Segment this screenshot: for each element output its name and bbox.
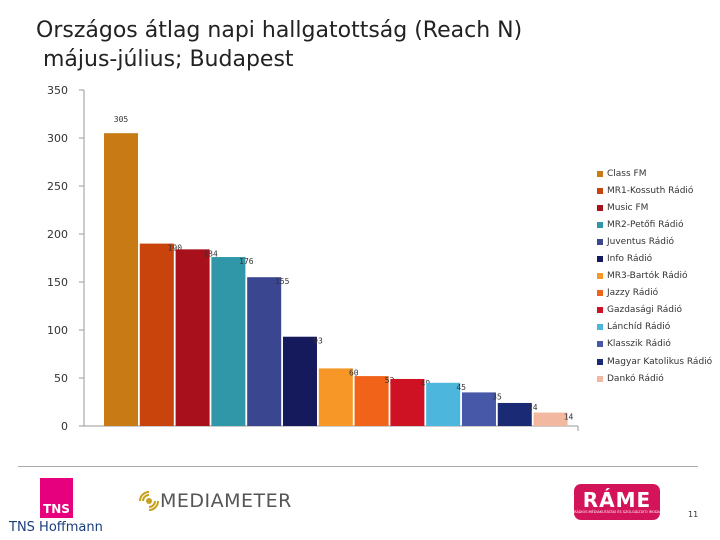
data-label: 45 — [456, 383, 466, 392]
bar-2 — [139, 243, 174, 426]
legend-item: Magyar Katolikus Rádió — [597, 353, 712, 370]
legend-label: Dankó Rádió — [607, 373, 664, 384]
legend-swatch — [597, 273, 603, 280]
chart-title: Országos átlag napi hallgatottság (Reach… — [36, 16, 522, 74]
y-tick-label: 150 — [47, 276, 68, 289]
legend-swatch — [597, 221, 603, 228]
bar-12 — [497, 402, 532, 426]
legend: Class FM MR1-Kossuth Rádió Music FM MR2-Pet… — [597, 165, 712, 387]
data-label: 176 — [239, 257, 254, 266]
bar-13 — [533, 412, 568, 426]
data-label: 14 — [564, 413, 574, 422]
bar-4 — [211, 257, 246, 426]
legend-item: Music FM — [597, 199, 712, 216]
legend-swatch — [597, 170, 603, 177]
legend-swatch — [597, 375, 603, 382]
bar-6 — [282, 336, 317, 426]
title-line-2: május-július; Budapest — [43, 47, 294, 72]
legend-item: Dankó Rádió — [597, 370, 712, 387]
data-label: 305 — [114, 115, 129, 124]
legend-label: Class FM — [607, 168, 647, 179]
legend-label: Juventus Rádió — [607, 236, 674, 247]
legend-swatch — [597, 341, 603, 348]
legend-swatch — [597, 256, 603, 263]
legend-label: Magyar Katolikus Rádió — [607, 356, 713, 367]
bar-11 — [461, 392, 496, 426]
legend-label: Info Rádió — [607, 254, 653, 265]
tns-company-name: TNS Hoffmann — [9, 520, 103, 535]
y-tick-label: 100 — [47, 324, 68, 337]
legend-label: Klasszik Rádió — [607, 339, 671, 350]
rame-logo: RÁME RÁDIÓS MÉDIAKUTATÁSI ÉS SZOLGÁLTATÓ… — [574, 484, 660, 520]
data-label: 155 — [275, 277, 290, 286]
legend-item: MR1-Kossuth Rádió — [597, 182, 712, 199]
legend-label: Music FM — [607, 202, 649, 213]
legend-swatch — [597, 324, 603, 331]
legend-swatch — [597, 204, 603, 211]
bar-7 — [318, 368, 353, 426]
legend-label: Jazzy Rádió — [607, 288, 659, 299]
bar-9 — [390, 378, 425, 426]
data-label: 24 — [528, 403, 538, 412]
y-tick-label: 250 — [47, 180, 68, 193]
rame-logo-text: RÁME — [582, 487, 652, 512]
mediameter-icon — [139, 491, 159, 511]
footer-divider — [18, 466, 698, 467]
legend-item: Gazdasági Rádió — [597, 302, 712, 319]
legend-item: MR2-Petőfi Rádió — [597, 216, 712, 233]
legend-item: MR3-Bartók Rádió — [597, 268, 712, 285]
data-label: 190 — [168, 244, 183, 253]
bar-8 — [354, 376, 389, 426]
legend-label: MR2-Petőfi Rádió — [607, 219, 684, 230]
legend-swatch — [597, 307, 603, 314]
legend-swatch — [597, 358, 603, 365]
page-number: 11 — [688, 510, 699, 519]
y-tick-label: 50 — [54, 372, 68, 385]
legend-item: Lánchíd Rádió — [597, 319, 712, 336]
legend-item: Class FM — [597, 165, 712, 182]
data-label: 49 — [421, 379, 431, 388]
legend-label: Lánchíd Rádió — [607, 322, 671, 333]
legend-swatch — [597, 187, 603, 194]
legend-label: MR3-Bartók Rádió — [607, 271, 688, 282]
data-label: 52 — [385, 376, 395, 385]
bar-3 — [175, 249, 210, 426]
legend-label: Gazdasági Rádió — [607, 305, 683, 316]
tns-logo: TNS — [40, 478, 73, 518]
legend-swatch — [597, 238, 603, 245]
mediameter-text: MEDIAMETER — [160, 490, 292, 512]
data-label: 184 — [203, 249, 218, 258]
legend-item: Klasszik Rádió — [597, 336, 712, 353]
mediameter-logo: MEDIAMETER — [138, 490, 292, 512]
data-label: 35 — [492, 392, 502, 401]
bar-5 — [247, 277, 282, 426]
legend-label: MR1-Kossuth Rádió — [607, 185, 694, 196]
bar-1 — [104, 133, 138, 426]
rame-logo-subtitle: RÁDIÓS MÉDIAKUTATÁSI ÉS SZOLGÁLTATÓ IROD… — [574, 509, 660, 514]
y-tick-label: 350 — [47, 84, 68, 97]
y-tick-label: 0 — [61, 420, 68, 433]
data-label: 93 — [313, 337, 323, 346]
legend-swatch — [597, 290, 603, 297]
tns-logo-text: TNS — [43, 502, 70, 516]
y-tick-label: 300 — [47, 132, 68, 145]
y-tick-label: 200 — [47, 228, 68, 241]
title-line-1: Országos átlag napi hallgatottság (Reach… — [36, 18, 523, 43]
legend-item: Juventus Rádió — [597, 233, 712, 250]
legend-item: Info Rádió — [597, 250, 712, 267]
bar-10 — [426, 382, 461, 426]
data-label: 60 — [349, 368, 359, 377]
legend-item: Jazzy Rádió — [597, 285, 712, 302]
bar-chart: 0 50 100 150 200 250 300 350 305 190 184 176 155 93 60… — [47, 84, 579, 433]
